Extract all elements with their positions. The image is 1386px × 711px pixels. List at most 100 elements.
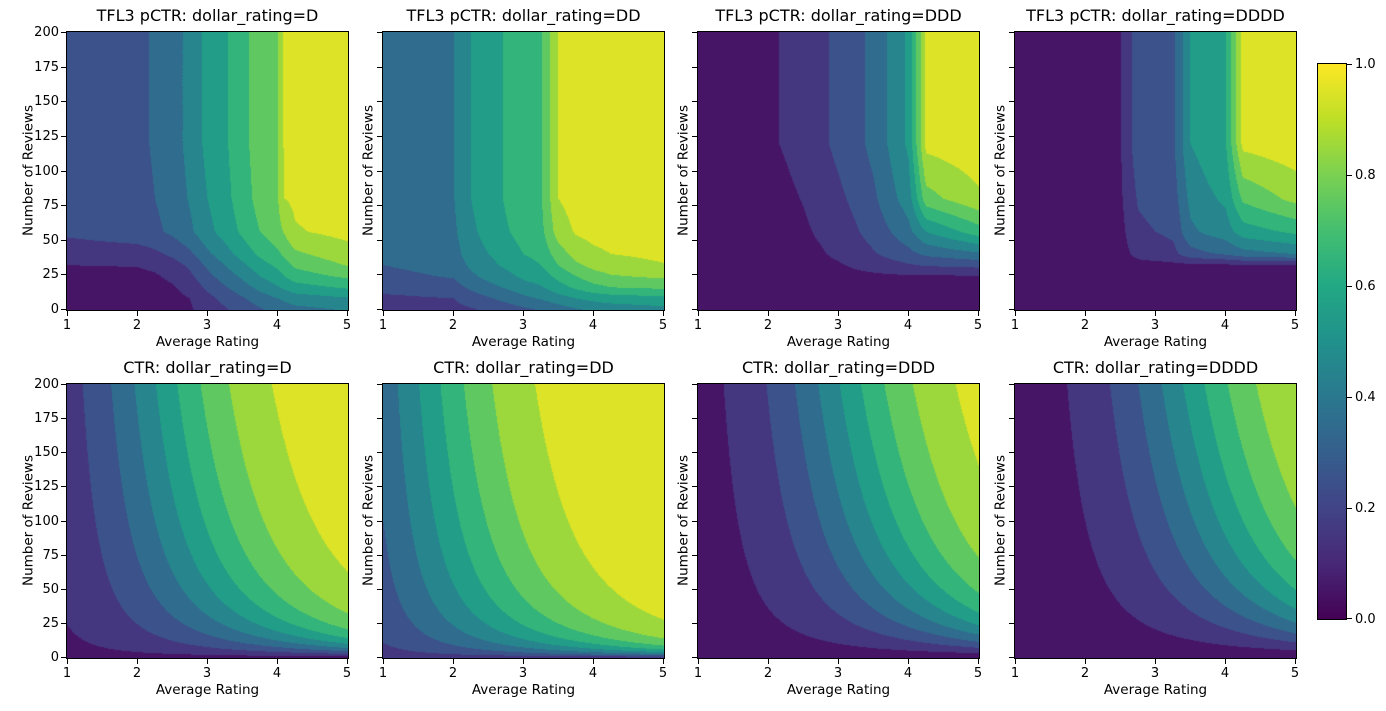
x-tick-mark <box>908 311 909 316</box>
y-tick-mark <box>377 452 382 454</box>
x-tick-mark <box>978 311 979 316</box>
y-tick-label: 200 <box>34 377 59 392</box>
y-tick-mark <box>1009 239 1014 241</box>
x-tick-label: 2 <box>1080 666 1090 681</box>
plot-title: TFL3 pCTR: dollar_rating=D <box>96 6 319 25</box>
x-axis-label: Average Rating <box>786 682 891 698</box>
y-tick-label: 125 <box>34 479 59 495</box>
y-tick-label: 0 <box>50 650 59 665</box>
colorbar-tick-mark <box>1347 618 1352 619</box>
plot-title: TFL3 pCTR: dollar_rating=DDD <box>715 6 962 25</box>
x-tick-label: 2 <box>448 318 458 333</box>
y-tick-mark <box>692 66 697 68</box>
x-tick-label: 1 <box>1010 666 1020 681</box>
y-tick-mark <box>692 205 697 207</box>
x-tick-mark <box>523 311 524 316</box>
x-tick-mark <box>698 659 699 664</box>
x-tick-label: 4 <box>1220 318 1230 333</box>
colorbar-tick-mark <box>1347 397 1352 398</box>
x-tick-label: 2 <box>132 666 142 681</box>
plot-title: CTR: dollar_rating=DDDD <box>1052 358 1259 377</box>
y-tick-mark <box>61 452 66 454</box>
y-tick-mark <box>692 554 697 556</box>
y-tick-mark <box>377 274 382 276</box>
y-tick-mark <box>377 239 382 241</box>
y-tick-mark <box>692 622 697 624</box>
y-tick-mark <box>61 520 66 522</box>
y-tick-mark <box>1009 135 1014 137</box>
contour-canvas <box>382 383 665 659</box>
x-tick-label: 3 <box>202 666 212 681</box>
y-tick-mark <box>1009 66 1014 68</box>
y-tick-mark <box>377 622 382 624</box>
x-tick-label: 3 <box>1150 666 1160 681</box>
y-tick-mark <box>61 170 66 172</box>
x-tick-mark <box>908 659 909 664</box>
x-tick-label: 3 <box>833 318 843 333</box>
y-tick-mark <box>61 66 66 68</box>
x-tick-label: 2 <box>763 666 773 681</box>
y-tick-mark <box>377 384 382 385</box>
y-tick-mark <box>61 622 66 624</box>
x-tick-mark <box>1085 311 1086 316</box>
x-tick-mark <box>347 659 348 664</box>
x-tick-mark <box>453 311 454 316</box>
y-tick-label: 200 <box>34 25 59 40</box>
x-tick-mark <box>207 659 208 664</box>
y-tick-mark <box>692 170 697 172</box>
x-tick-mark <box>277 659 278 664</box>
y-tick-mark <box>1009 274 1014 276</box>
x-axis-label: Average Rating <box>471 682 576 698</box>
x-tick-mark <box>523 659 524 664</box>
contour-canvas <box>66 383 349 659</box>
x-tick-mark <box>838 659 839 664</box>
y-tick-mark <box>377 135 382 137</box>
x-tick-label: 4 <box>272 666 282 681</box>
x-tick-mark <box>67 311 68 316</box>
y-tick-mark <box>377 418 382 420</box>
y-tick-label: 175 <box>34 411 59 427</box>
y-axis-label: Number of Reviews <box>675 104 692 237</box>
x-tick-label: 4 <box>1220 666 1230 681</box>
x-tick-mark <box>277 311 278 316</box>
y-tick-mark <box>1009 384 1014 385</box>
y-tick-mark <box>61 274 66 276</box>
x-tick-label: 1 <box>62 666 72 681</box>
x-tick-label: 2 <box>448 666 458 681</box>
y-tick-mark <box>692 452 697 454</box>
x-tick-label: 4 <box>903 318 913 333</box>
colorbar-tick-label: 0.2 <box>1355 501 1376 516</box>
y-tick-mark <box>1009 622 1014 624</box>
y-tick-mark <box>1009 309 1014 310</box>
y-tick-label: 75 <box>42 547 59 563</box>
x-tick-label: 1 <box>693 666 703 681</box>
x-tick-mark <box>383 659 384 664</box>
y-axis-label: Number of Reviews <box>675 454 692 587</box>
x-tick-label: 5 <box>342 318 352 333</box>
x-tick-label: 4 <box>903 666 913 681</box>
colorbar-gradient <box>1317 63 1347 620</box>
x-tick-label: 1 <box>378 318 388 333</box>
colorbar-tick-label: 0.6 <box>1355 279 1376 294</box>
x-tick-mark <box>593 659 594 664</box>
x-tick-mark <box>1085 659 1086 664</box>
x-axis-label: Average Rating <box>155 334 260 350</box>
x-tick-mark <box>453 659 454 664</box>
x-tick-mark <box>207 311 208 316</box>
plot-title: CTR: dollar_rating=DD <box>433 358 614 377</box>
y-tick-label: 75 <box>42 198 59 214</box>
x-tick-mark <box>1225 659 1226 664</box>
x-tick-mark <box>1225 311 1226 316</box>
x-tick-label: 5 <box>658 318 668 333</box>
colorbar-tick-mark <box>1347 508 1352 509</box>
y-tick-mark <box>692 486 697 488</box>
x-tick-label: 4 <box>588 318 598 333</box>
y-tick-mark <box>377 520 382 522</box>
colorbar-tick-mark <box>1347 286 1352 287</box>
y-tick-mark <box>692 588 697 590</box>
y-tick-label: 150 <box>34 445 59 461</box>
x-tick-label: 3 <box>202 318 212 333</box>
y-tick-label: 25 <box>42 267 59 283</box>
colorbar-tick-label: 0.4 <box>1355 390 1376 405</box>
